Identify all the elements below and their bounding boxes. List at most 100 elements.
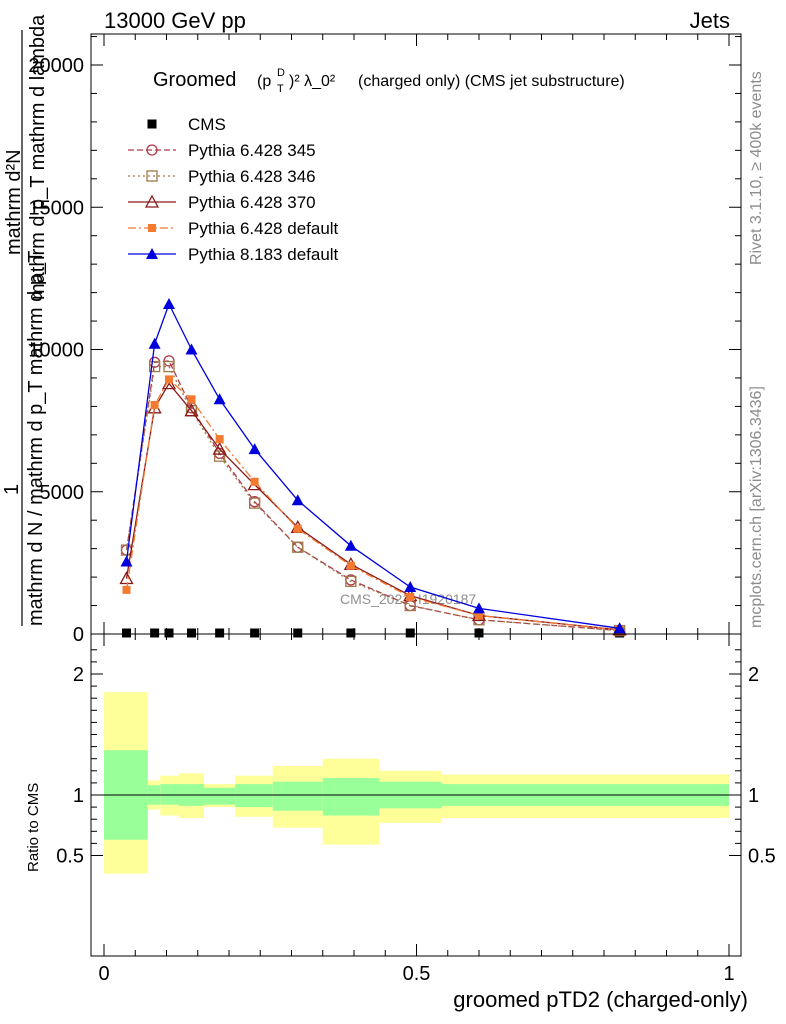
ratio-bands <box>104 692 729 874</box>
ratio-tick-label: 1 <box>73 785 84 807</box>
point-p6def <box>165 375 173 384</box>
legend-item-cms: CMS <box>147 115 226 134</box>
legend-item-p6def: Pythia 6.428 default <box>128 219 339 238</box>
series-p8 <box>120 297 626 634</box>
ratio-ticks: 0.5 0.5 1 1 2 2 <box>56 634 776 956</box>
ratio-tick-label: 0.5 <box>56 846 84 868</box>
legend-marker-p346 <box>146 170 158 182</box>
legend-label-p6def: Pythia 6.428 default <box>188 219 339 238</box>
point-p370 <box>119 571 134 585</box>
point-p8 <box>120 555 133 567</box>
plot-title: Groomed (p D T )² λ_0² (charged only) (C… <box>153 67 625 95</box>
legend: CMS Pythia 6.428 345 Pythia 6.428 346 Pythi… <box>128 115 339 264</box>
point-p8 <box>163 297 175 309</box>
point-p6def <box>150 400 159 409</box>
ratio-tick-label-right: 2 <box>748 664 759 686</box>
rivet-label: Rivet 3.1.10, ≥ 400k events <box>748 71 765 265</box>
title-sup: D <box>277 67 285 79</box>
legend-marker-p345 <box>146 144 158 156</box>
point-cms <box>293 628 303 638</box>
point-p6def <box>293 524 302 533</box>
y-tick-label: 5000 <box>40 482 85 504</box>
title-math: (p <box>257 73 271 90</box>
point-cms <box>215 628 225 638</box>
point-p346 <box>213 450 226 462</box>
ratio-band-inner <box>160 784 179 805</box>
point-p8 <box>473 602 485 614</box>
legend-item-p346: Pythia 6.428 346 <box>128 167 316 186</box>
point-p370 <box>212 441 227 455</box>
point-p8 <box>185 343 198 355</box>
x-tick-label: 0 <box>98 963 109 985</box>
y-tick-label: 0 <box>73 624 84 646</box>
ylabel-line2: mathrm d p_T mathrm d lambda <box>27 14 49 300</box>
legend-marker-cms <box>147 119 157 129</box>
legend-label-p8: Pythia 8.183 default <box>188 245 339 264</box>
ratio-band-inner <box>204 787 236 805</box>
point-p8 <box>613 622 626 634</box>
point-p346 <box>345 575 357 588</box>
main-series <box>119 297 627 638</box>
y-tick-label: 10000 <box>28 340 84 362</box>
title-sub: T <box>277 83 284 95</box>
point-p6def <box>406 593 415 602</box>
point-p8 <box>213 393 226 405</box>
point-cms <box>122 628 131 638</box>
legend-item-p8: Pythia 8.183 default <box>128 245 339 264</box>
ratio-y-label: Ratio to CMS <box>25 783 42 872</box>
header-left: 13000 GeV pp <box>104 8 246 33</box>
ratio-plot: 0.5 0.5 1 1 2 2 <box>56 633 776 957</box>
ratio-band-inner <box>272 781 323 811</box>
main-y-label: mathrm d²N mathrm d p_T mathrm d lambda … <box>1 14 49 626</box>
point-p8 <box>248 443 261 455</box>
point-cms <box>474 628 484 638</box>
ratio-tick-label-right: 1 <box>748 785 759 807</box>
point-cms <box>164 628 174 638</box>
ylabel-line1: mathrm d²N <box>3 149 25 255</box>
point-p8 <box>344 539 357 551</box>
point-p6def <box>187 395 196 404</box>
point-p346 <box>163 360 175 373</box>
header-right: Jets <box>690 8 730 33</box>
x-tick-label: 1 <box>723 963 734 985</box>
x-tick-label: 0.5 <box>403 963 431 985</box>
point-p8 <box>404 581 417 593</box>
point-cms <box>250 628 260 638</box>
point-p6def <box>122 585 131 594</box>
title-prefix: Groomed <box>153 69 236 91</box>
ratio-tick-label: 2 <box>73 664 84 686</box>
title-rest: )² λ_0² <box>289 73 336 90</box>
y-tick-label: 20000 <box>28 55 84 77</box>
mcplots-label: mcplots.cern.ch [arXiv:1306.3436] <box>748 386 765 628</box>
point-cms <box>346 628 356 638</box>
point-p346 <box>148 360 161 373</box>
point-p345 <box>163 355 175 367</box>
point-p6def <box>215 435 224 444</box>
legend-label-cms: CMS <box>188 115 226 134</box>
y-tick-label: 15000 <box>28 197 84 219</box>
legend-label-p346: Pythia 6.428 346 <box>188 167 316 186</box>
point-cms <box>405 628 415 638</box>
main-ticks: 0 5000 10000 15000 20000 <box>28 34 741 646</box>
legend-marker-p8 <box>146 248 158 259</box>
legend-marker-p370 <box>144 194 160 208</box>
title-suffix: (charged only) (CMS jet substructure) <box>358 73 625 90</box>
legend-item-p370: Pythia 6.428 370 <box>128 193 316 212</box>
ylabel-line4: mathrm d N / mathrm d p_T mathrm d p_T <box>25 251 47 626</box>
point-p8 <box>291 494 304 506</box>
point-p370 <box>184 403 199 417</box>
x-axis-label: groomed pTD2 (charged-only) <box>453 987 748 1012</box>
point-p346 <box>292 541 304 553</box>
point-cms <box>187 628 196 638</box>
ylabel-line3: 1 <box>1 484 23 495</box>
x-ticks: 0 0.5 1 <box>98 963 734 985</box>
ratio-tick-label-right: 0.5 <box>748 846 776 868</box>
legend-label-p370: Pythia 6.428 370 <box>188 193 316 212</box>
point-p346 <box>248 497 261 509</box>
legend-label-p345: Pythia 6.428 345 <box>188 141 316 160</box>
legend-marker-p6def <box>148 224 156 232</box>
point-p6def <box>475 611 483 620</box>
ratio-band-inner <box>235 784 273 808</box>
